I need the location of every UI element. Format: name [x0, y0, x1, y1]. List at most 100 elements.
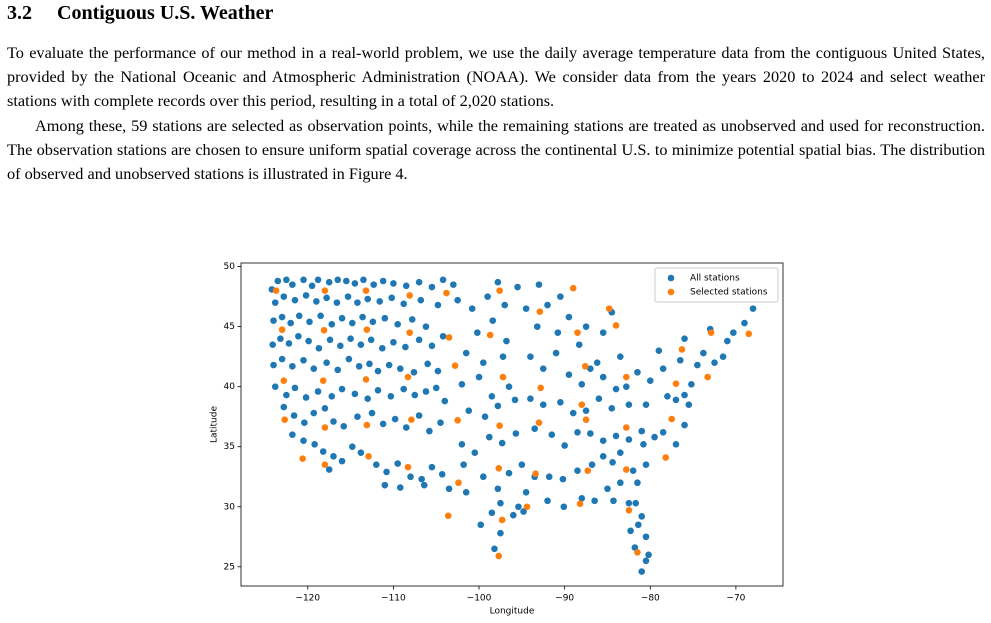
station-point — [557, 293, 564, 300]
station-point — [428, 283, 436, 291]
station-point — [272, 287, 280, 294]
station-point — [497, 499, 504, 507]
station-point — [385, 361, 393, 369]
station-point — [300, 437, 307, 445]
station-point — [376, 298, 384, 305]
station-point — [369, 318, 377, 326]
legend: All stations Selected stations — [654, 267, 779, 303]
station-point — [441, 397, 449, 405]
station-point — [539, 401, 547, 408]
station-point — [390, 338, 397, 346]
y-axis-label: Latitude — [210, 406, 220, 444]
station-point — [362, 376, 370, 383]
station-point — [400, 300, 407, 308]
station-point — [319, 377, 327, 384]
station-point — [420, 481, 428, 489]
station-point — [444, 512, 452, 520]
station-point — [415, 278, 423, 286]
station-point — [379, 420, 387, 428]
station-point — [730, 329, 737, 336]
station-point — [623, 373, 630, 381]
station-point — [640, 441, 647, 448]
station-point — [402, 343, 409, 351]
station-point — [451, 362, 459, 369]
station-point — [565, 313, 573, 321]
station-point — [498, 439, 506, 447]
station-point — [632, 499, 640, 507]
station-point — [724, 337, 731, 345]
station-point — [681, 391, 688, 399]
x-tick-label: −120 — [295, 594, 320, 604]
station-point — [532, 470, 539, 478]
station-point — [270, 361, 277, 369]
station-point — [584, 467, 592, 475]
station-point — [280, 403, 288, 411]
station-point — [426, 427, 433, 435]
station-point — [305, 337, 312, 345]
station-point — [374, 367, 382, 375]
station-point — [281, 416, 288, 423]
station-point — [381, 481, 389, 489]
station-point — [561, 442, 568, 449]
station-point — [454, 416, 461, 424]
station-point — [330, 453, 337, 460]
station-point — [321, 287, 329, 294]
station-point — [688, 380, 695, 388]
section-title: Contiguous U.S. Weather — [57, 2, 274, 24]
station-point — [608, 404, 616, 412]
station-point — [642, 557, 650, 565]
station-point — [404, 373, 412, 381]
station-point — [349, 319, 356, 327]
station-point — [396, 484, 404, 491]
station-point — [454, 296, 461, 304]
station-point — [462, 489, 470, 496]
station-point — [612, 322, 620, 329]
station-point — [707, 329, 715, 336]
station-point — [343, 277, 350, 285]
station-point — [323, 359, 330, 366]
station-point — [609, 459, 616, 466]
station-point — [495, 465, 503, 472]
station-point — [462, 349, 470, 357]
station-point — [471, 449, 479, 457]
station-point — [468, 305, 476, 312]
y-tick-label: 35 — [224, 442, 235, 452]
station-point — [396, 365, 404, 372]
station-point — [417, 296, 425, 304]
station-point — [333, 299, 341, 306]
station-point — [634, 479, 641, 487]
station-point — [285, 340, 293, 347]
station-point — [535, 281, 543, 288]
station-point — [527, 395, 534, 402]
station-point — [351, 390, 359, 398]
station-point — [362, 287, 370, 294]
x-tick-label: −80 — [641, 594, 660, 604]
station-point — [578, 380, 586, 388]
station-point — [604, 485, 611, 493]
body-text: To evaluate the performance of our metho… — [7, 41, 985, 186]
station-point — [588, 461, 596, 469]
station-point — [664, 392, 671, 400]
station-point — [523, 503, 531, 511]
y-tick-label: 25 — [224, 562, 235, 572]
station-point — [406, 329, 413, 336]
station-point — [337, 342, 344, 350]
station-point — [370, 281, 378, 288]
station-point — [306, 318, 313, 326]
section-heading: 3.2 Contiguous U.S. Weather — [7, 2, 273, 25]
station-point — [499, 373, 507, 381]
station-point — [274, 277, 282, 285]
station-point — [537, 384, 544, 392]
station-point — [484, 293, 491, 300]
station-point — [599, 453, 607, 460]
station-point — [511, 396, 519, 404]
station-point — [321, 424, 329, 431]
station-point — [368, 409, 376, 417]
station-point — [595, 395, 603, 402]
station-point — [678, 346, 686, 353]
station-point — [415, 336, 423, 344]
x-tick-label: −90 — [555, 594, 574, 604]
station-point — [623, 383, 630, 390]
station-point — [711, 359, 718, 366]
station-point — [443, 289, 450, 297]
